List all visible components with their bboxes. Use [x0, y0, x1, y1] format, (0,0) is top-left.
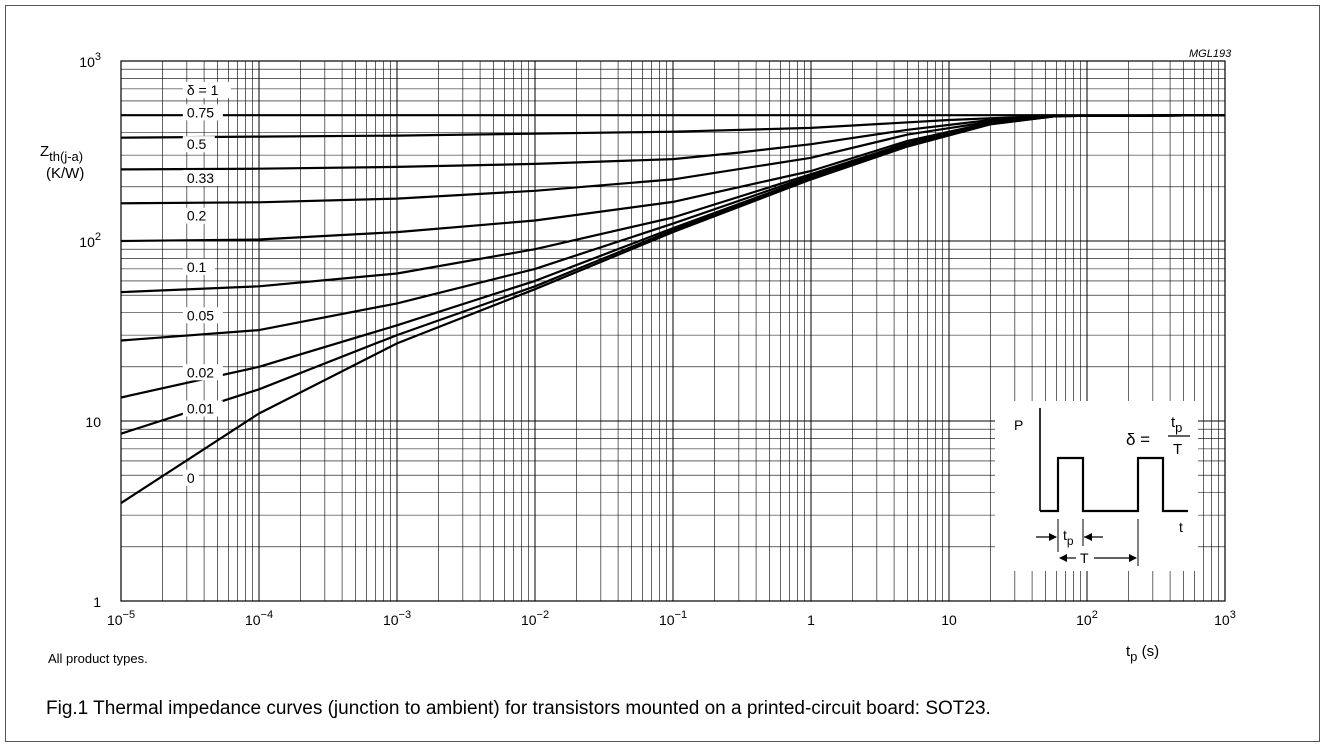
curve-label-3: 0.33 — [187, 170, 214, 186]
y-tick-label: 102 — [79, 231, 101, 250]
y-tick-labels: 1 10 102 103 — [79, 51, 101, 610]
x-tick-labels: 10−5 10−4 10−3 10−2 10−1 1 10 102 103 — [107, 609, 1236, 628]
thermal-impedance-chart: Pt δ = tp Ttp T δ = 1 0.75 0.5 0.33 0.2 0.1 0.05 0.… — [36, 51, 1236, 664]
x-tick-label: 10−2 — [521, 609, 549, 628]
curve-label-1: 0.75 — [187, 104, 214, 120]
curve-label-2: 0.5 — [187, 136, 207, 152]
inset-fraction-numerator: tp — [1171, 414, 1182, 435]
y-tick-label: 103 — [79, 51, 101, 70]
inset-background — [995, 401, 1198, 571]
x-tick-label: 10−4 — [245, 609, 273, 628]
product-note: All product types. — [48, 651, 148, 666]
inset-tp-label: tp — [1063, 527, 1074, 548]
x-tick-label: 10−1 — [659, 609, 687, 628]
curve-label-bg — [182, 104, 223, 121]
x-tick-label: 103 — [1214, 609, 1236, 628]
inset-arrowhead — [1084, 533, 1092, 541]
curve-label-bg — [182, 170, 223, 187]
figure-code: MGL193 — [1189, 48, 1232, 60]
curve-label-bg — [182, 469, 199, 486]
curve-label-9: 0 — [187, 470, 195, 486]
curve-labels: δ = 1 0.75 0.5 0.33 0.2 0.1 0.05 0.02 0.01 0 — [182, 81, 231, 486]
pulse-inset: Pt δ = tp Ttp T — [995, 401, 1198, 571]
inset-p-label: P — [1014, 417, 1023, 433]
x-tick-label: 10−3 — [383, 609, 411, 628]
ylabel-bg — [36, 134, 120, 182]
curve-label-8: 0.01 — [187, 400, 214, 416]
curve-series-1 — [120, 114, 1226, 139]
curve-label-6: 0.05 — [187, 307, 214, 323]
y-tick-label: 1 — [93, 594, 101, 610]
curve-label-bg — [182, 207, 215, 224]
curve-label-bg — [182, 81, 231, 98]
x-axis-label: tp (s) — [1126, 643, 1159, 664]
curve-label-4: 0.2 — [187, 208, 207, 224]
x-tick-label: 1 — [807, 612, 815, 628]
curve-label-bg — [182, 400, 223, 417]
inset-arrowhead — [1129, 554, 1137, 562]
inset-arrowhead — [1049, 533, 1057, 541]
curve-series-2 — [120, 114, 1226, 171]
curve-label-5: 0.1 — [187, 259, 207, 275]
inset-t-label: t — [1179, 519, 1183, 535]
inset-T-label: T — [1080, 550, 1089, 566]
inset-delta-label: δ = — [1126, 430, 1150, 449]
curve-label-0: δ = 1 — [187, 82, 219, 98]
y-axis-label: Zth(j-a) — [40, 143, 83, 164]
y-tick-label: 10 — [85, 414, 101, 430]
curve-label-bg — [182, 136, 215, 153]
curves — [120, 114, 1226, 505]
curve-label-bg — [182, 307, 223, 324]
curve-label-bg — [182, 364, 223, 381]
x-tick-label: 10 — [941, 612, 957, 628]
figure-caption: Fig.1 Thermal impedance curves (junction… — [46, 698, 991, 719]
inset-fraction-denominator: T — [1173, 441, 1182, 458]
curve-series-9 — [120, 114, 1226, 505]
curve-label-bg — [182, 258, 215, 275]
inset-arrowhead — [1059, 554, 1067, 562]
axis-titles: Zth(j-a)(K/W) tp (s) — [36, 134, 1159, 664]
y-axis-unit: (K/W) — [46, 165, 84, 182]
x-tick-label: 102 — [1076, 609, 1098, 628]
curve-label-7: 0.02 — [187, 364, 214, 380]
inset-pulse-wave — [1040, 456, 1188, 513]
x-tick-label: 10−5 — [107, 609, 135, 628]
